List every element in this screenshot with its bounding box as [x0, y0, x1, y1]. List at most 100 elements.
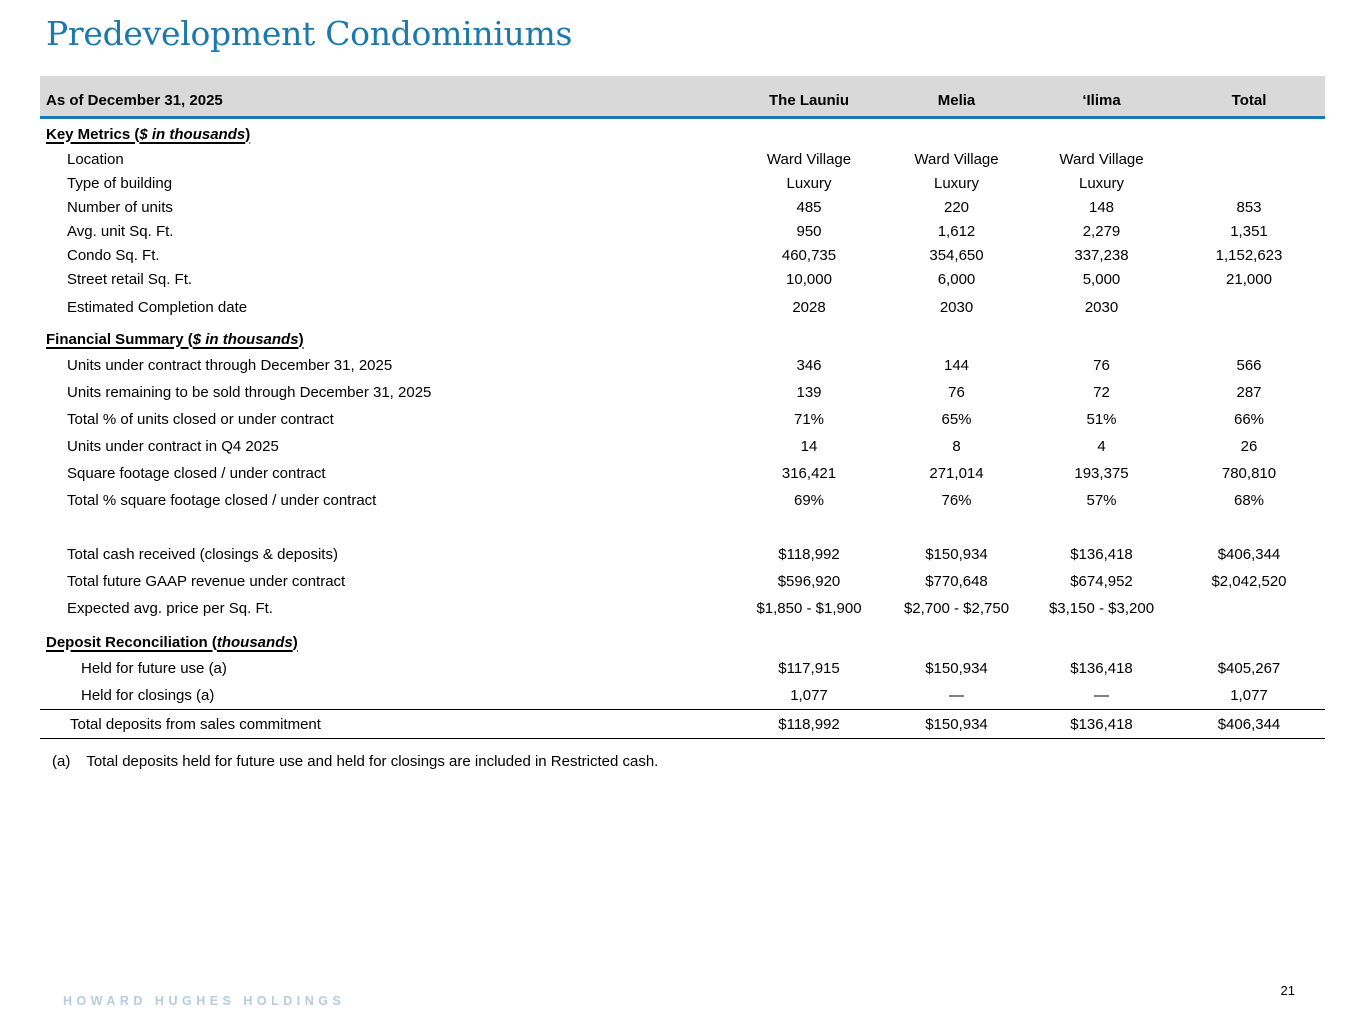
section-financial-summary: Financial Summary ($ in thousands) Units …: [40, 326, 1325, 622]
footnote-marker: (a): [52, 753, 71, 770]
row-label: Total % square footage closed / under co…: [67, 492, 377, 509]
cell: 950: [796, 222, 822, 240]
table-row: Total % of units closed or under contrac…: [40, 406, 1325, 433]
footnote-text: Total deposits held for future use and h…: [86, 753, 659, 770]
table-row: Estimated Completion date 2028 2030 2030: [40, 295, 1325, 319]
row-label: Total future GAAP revenue under contract: [67, 573, 346, 590]
cell: —: [1094, 687, 1109, 704]
cell: 271,014: [929, 465, 984, 482]
cell: 68%: [1233, 492, 1265, 509]
cell: 14: [800, 438, 818, 455]
column-header-melia: Melia: [937, 92, 976, 109]
cell: 780,810: [1221, 465, 1277, 482]
cell: Luxury: [933, 174, 980, 192]
table-row: Total % square footage closed / under co…: [40, 487, 1325, 514]
cell: Luxury: [786, 174, 832, 192]
table-row: Held for closings (a) 1,077 — — 1,077: [40, 682, 1325, 709]
cell: $136,418: [1070, 546, 1133, 563]
section-key-metrics: Key Metrics ($ in thousands) Location Ward…: [40, 121, 1325, 319]
cell: Ward Village: [914, 150, 999, 168]
table-row: Total cash received (closings & deposits…: [40, 541, 1325, 568]
table-row: Held for future use (a) $117,915 $150,934 $…: [40, 655, 1325, 682]
table-row: Type of building Luxury Luxury Luxury: [40, 171, 1325, 195]
cell: $405,267: [1217, 660, 1281, 677]
column-header-ilima: ‘Ilima: [1082, 92, 1121, 109]
table-row: Condo Sq. Ft. 460,735 354,650 337,238 1,152,…: [40, 243, 1325, 267]
cell: 71%: [793, 411, 825, 428]
cell: 21,000: [1226, 270, 1272, 288]
cell: 1,077: [1230, 687, 1268, 704]
cell: 337,238: [1074, 246, 1129, 264]
cell: 566: [1236, 357, 1262, 374]
row-label: Units remaining to be sold through Decem…: [67, 384, 432, 401]
table-row: Total future GAAP revenue under contract…: [40, 568, 1325, 595]
cell: 139: [796, 384, 822, 401]
footnote: (a) Total deposits held for future use a…: [52, 753, 658, 770]
table-row: Number of units 485 220 148 853: [40, 195, 1325, 219]
cell: 220: [943, 198, 970, 216]
total-deposits-row: Total deposits from sales commitment $11…: [40, 709, 1325, 739]
cell: 66%: [1233, 411, 1265, 428]
section-heading-text: Deposit Reconciliation (thousands): [46, 633, 298, 651]
cell: $136,418: [1070, 660, 1133, 677]
cell: 2,279: [1082, 222, 1121, 240]
row-label: Avg. unit Sq. Ft.: [67, 222, 174, 240]
row-label: Expected avg. price per Sq. Ft.: [67, 600, 273, 617]
as-of-date-label: As of December 31, 2025: [46, 92, 223, 109]
cell: 2028: [792, 298, 826, 316]
table-row: Square footage closed / under contract 31…: [40, 460, 1325, 487]
cell: 65%: [941, 411, 972, 428]
cell: Luxury: [1078, 174, 1125, 192]
section-deposit-reconciliation: Deposit Reconciliation (thousands) Held f…: [40, 629, 1325, 709]
cell: 26: [1240, 438, 1258, 455]
table-header-row: As of December 31, 2025 The Launiu Melia…: [40, 76, 1325, 119]
cell: 76: [948, 384, 965, 401]
cell: 853: [1236, 198, 1262, 216]
table-row: Street retail Sq. Ft. 10,000 6,000 5,000 21,…: [40, 267, 1325, 291]
cell: 2030: [1084, 298, 1119, 316]
row-label: Units under contract through December 31…: [67, 357, 393, 374]
column-header-total: Total: [1231, 92, 1267, 109]
page-number: 21: [1280, 983, 1295, 998]
cell: $118,992: [778, 546, 840, 563]
cell: 57%: [1086, 492, 1117, 509]
cell: 76%: [941, 492, 972, 509]
section-heading: Deposit Reconciliation (thousands): [40, 629, 1325, 655]
brand-wordmark: HOWARD HUGHES HOLDINGS: [63, 994, 346, 1008]
cell: $3,150 - $3,200: [1048, 600, 1155, 617]
cell: $117,915: [778, 660, 840, 677]
cell: 287: [1236, 384, 1262, 401]
row-label: Square footage closed / under contract: [67, 465, 326, 482]
row-label: Estimated Completion date: [67, 298, 248, 316]
cell: 72: [1093, 384, 1110, 401]
cell: 144: [943, 357, 970, 374]
table-row: Expected avg. price per Sq. Ft. $1,850 - …: [40, 595, 1325, 622]
section-heading-text: Financial Summary ($ in thousands): [46, 330, 304, 348]
cell: 6,000: [937, 270, 976, 288]
cell: 10,000: [786, 270, 832, 288]
cell: $150,934: [925, 660, 988, 677]
cell: 2030: [939, 298, 974, 316]
cell: $596,920: [777, 573, 841, 590]
section-heading-text: Key Metrics ($ in thousands): [46, 125, 251, 143]
row-label: Held for future use (a): [81, 660, 227, 677]
section-heading: Financial Summary ($ in thousands): [40, 326, 1325, 352]
table-row: Units under contract in Q4 2025 14 8 4 26: [40, 433, 1325, 460]
cell: 4: [1097, 438, 1106, 455]
cell: $136,418: [1070, 715, 1133, 733]
cell: $770,648: [925, 573, 988, 590]
cell: $406,344: [1217, 546, 1281, 563]
cell: 1,077: [790, 687, 828, 704]
row-label: Total deposits from sales commitment: [70, 715, 321, 733]
cell: 69%: [793, 492, 825, 509]
row-label: Total % of units closed or under contrac…: [67, 411, 334, 428]
table-row: Units remaining to be sold through Decem…: [40, 379, 1325, 406]
cell: 76: [1093, 357, 1110, 374]
cell: 1,152,623: [1215, 246, 1283, 264]
cell: 193,375: [1074, 465, 1129, 482]
cell: 5,000: [1082, 270, 1121, 288]
row-label: Location: [67, 150, 124, 168]
cell: —: [949, 687, 964, 704]
cell: $150,934: [925, 715, 988, 733]
